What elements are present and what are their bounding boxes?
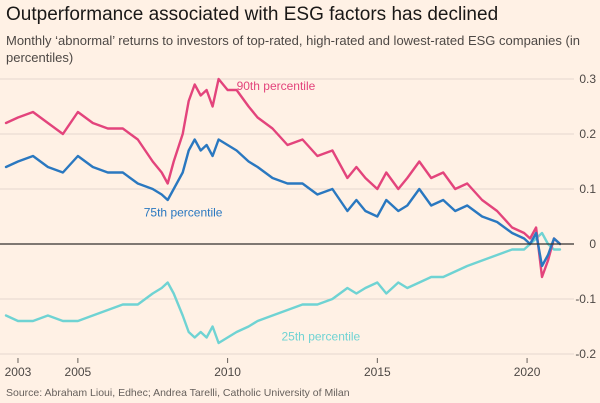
y-tick-label: 0 bbox=[589, 237, 596, 251]
x-tick-label: 2003 bbox=[5, 365, 32, 379]
series-labels: 90th percentile 75th percentile 25th perce… bbox=[144, 79, 361, 343]
y-tick-label: -0.2 bbox=[575, 347, 596, 361]
series-label-75th: 75th percentile bbox=[144, 206, 223, 220]
series-lines bbox=[4, 77, 562, 345]
y-tick-label: 0.1 bbox=[579, 182, 596, 196]
x-tick-label: 2005 bbox=[65, 365, 92, 379]
series-label-25th: 25th percentile bbox=[282, 329, 361, 343]
y-tick-label: -0.1 bbox=[575, 292, 596, 306]
chart-title: Outperformance associated with ESG facto… bbox=[6, 4, 499, 25]
x-tick-label: 2010 bbox=[214, 365, 241, 379]
y-tick-label: 0.2 bbox=[579, 127, 596, 141]
y-tick-label: 0.3 bbox=[579, 72, 596, 86]
source-note: Source: Abraham Lioui, Edhec; Andrea Tar… bbox=[6, 387, 350, 399]
axes: 0.3 0.2 0.1 0 -0.1 -0.2 2003 2005 2010 2015 2020 bbox=[0, 72, 596, 379]
series-line-75th bbox=[4, 138, 562, 268]
series-line-90th bbox=[4, 77, 562, 279]
x-tick-label: 2020 bbox=[514, 365, 541, 379]
gridlines bbox=[0, 78, 574, 355]
x-tick-label: 2015 bbox=[364, 365, 391, 379]
series-label-90th: 90th percentile bbox=[237, 79, 316, 93]
series-line-25th bbox=[4, 231, 562, 345]
chart-subtitle: Monthly ‘abnormal’ returns to investors … bbox=[6, 33, 580, 65]
